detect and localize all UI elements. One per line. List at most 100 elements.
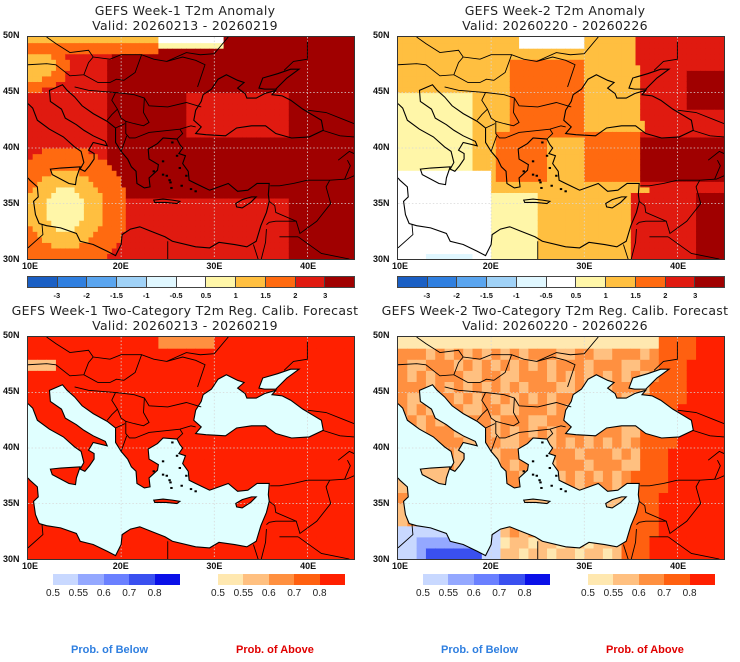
map-week2-anomaly	[397, 36, 725, 260]
country-border	[667, 236, 720, 259]
anomaly-colorbar	[397, 276, 725, 288]
panel-title: GEFS Week-1 T2m Anomaly	[94, 3, 276, 18]
colorbar-swatch	[635, 277, 666, 287]
lon-tick-label: 30E	[576, 261, 593, 271]
colorbar-label: 2	[663, 291, 668, 300]
island	[541, 441, 544, 444]
coastline	[398, 84, 640, 257]
country-border	[74, 386, 119, 421]
country-border	[117, 98, 150, 127]
panel-valid-dates: Valid: 20260220 - 20260226	[462, 318, 648, 333]
lat-tick-label: 35N	[3, 498, 20, 508]
country-border	[252, 244, 259, 259]
sea-mask	[628, 369, 670, 390]
coastline	[628, 368, 671, 390]
country-border	[322, 129, 354, 138]
island	[545, 154, 549, 157]
colorbar-swatch	[206, 277, 237, 287]
country-border	[630, 229, 637, 259]
colorbar-label: 1	[233, 291, 238, 300]
colorbar-swatch	[236, 277, 266, 287]
colorbar-swatch	[499, 574, 525, 585]
panel-week2-probability: GEFS Week-2 Two-Category T2m Reg. Calib.…	[370, 300, 740, 662]
country-border	[416, 337, 512, 360]
country-border	[636, 220, 667, 225]
colorbar-swatch	[546, 277, 577, 287]
panel-valid-dates: Valid: 20260213 - 20260219	[92, 318, 278, 333]
coastline	[605, 196, 628, 209]
country-border	[487, 398, 520, 427]
colorbar-swatch	[103, 574, 130, 585]
coastline	[522, 198, 552, 205]
country-border	[398, 524, 414, 549]
lat-tick-label: 30N	[3, 254, 20, 264]
island	[559, 488, 563, 491]
country-border	[485, 423, 496, 429]
lat-tick-label: 40N	[3, 442, 20, 452]
coastline	[419, 166, 451, 186]
country-border	[677, 409, 724, 425]
map-week1-anomaly	[27, 36, 355, 260]
colorbar-label: 0.8	[682, 588, 697, 599]
island	[535, 174, 538, 177]
country-border	[638, 479, 702, 535]
country-border	[707, 150, 724, 161]
island	[189, 488, 193, 491]
country-border	[115, 123, 126, 129]
coastline	[193, 74, 324, 139]
island	[152, 470, 155, 473]
colorbar-swatch	[423, 574, 449, 585]
country-border	[322, 429, 354, 438]
sea-mask	[563, 374, 694, 438]
colorbar-swatch	[218, 574, 244, 585]
island	[550, 484, 553, 487]
country-border	[495, 421, 566, 439]
coastline	[152, 198, 182, 205]
colorbar-label: 0.5	[200, 291, 212, 300]
country-border	[337, 450, 354, 461]
country-border	[714, 159, 721, 180]
island	[522, 170, 525, 173]
lat-tick-label: 50N	[3, 330, 20, 340]
country-border	[260, 229, 267, 259]
country-border	[125, 421, 196, 439]
colorbar-label: 0.8	[517, 588, 532, 599]
colorbar-swatch	[576, 277, 607, 287]
country-border	[115, 423, 126, 429]
colorbar-swatch	[516, 277, 547, 287]
colorbar-swatch	[398, 277, 428, 287]
lon-tick-label: 20E	[482, 261, 499, 271]
colorbar-label: 0.7	[492, 588, 507, 599]
country-border	[485, 392, 572, 408]
lon-tick-label: 20E	[112, 561, 129, 571]
lon-tick-label: 30E	[206, 261, 223, 271]
colorbar-label: 0.8	[147, 588, 162, 599]
lon-tick-label: 40E	[670, 561, 687, 571]
colorbar-label: 0.5	[581, 588, 595, 599]
country-border	[398, 356, 464, 377]
island	[531, 173, 535, 176]
country-border	[692, 429, 724, 438]
colorbar-swatch	[78, 574, 104, 585]
country-border	[117, 398, 150, 427]
colorbar-label: 0.8	[312, 588, 327, 599]
sea-mask	[193, 374, 324, 438]
prob-above-colorbar	[588, 574, 716, 585]
colorbar-label: 0.5	[211, 588, 225, 599]
country-border	[166, 337, 229, 362]
coastline	[522, 498, 552, 505]
panel-title: GEFS Week-1 Two-Category T2m Reg. Calib.…	[11, 303, 359, 318]
country-border	[28, 356, 94, 377]
panel-title: GEFS Week-2 Two-Category T2m Reg. Calib.…	[381, 303, 729, 318]
island	[171, 441, 174, 444]
island	[535, 474, 538, 477]
country-border	[166, 37, 229, 62]
colorbar-swatch	[57, 277, 88, 287]
colorbar-swatch	[129, 574, 155, 585]
field-cells	[398, 37, 724, 259]
colorbar-swatch	[695, 277, 725, 287]
country-border	[344, 159, 351, 180]
legend-prob-below-label: Prob. of Below	[71, 644, 148, 656]
colorbar-label: 0.5	[416, 588, 430, 599]
country-border	[638, 179, 702, 235]
